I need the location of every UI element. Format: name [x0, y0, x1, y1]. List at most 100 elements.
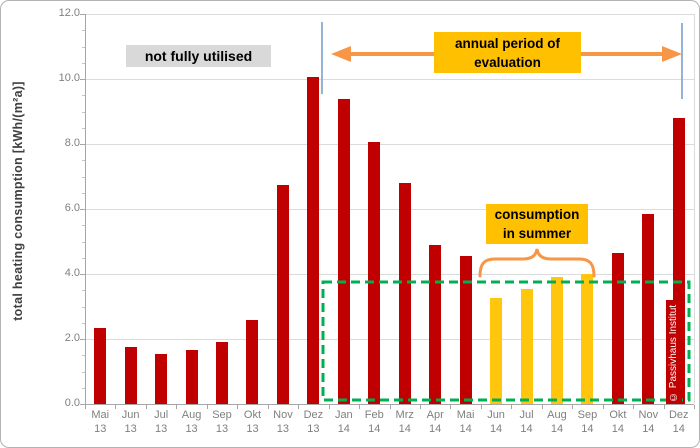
consumption-in-summer-label: consumption in summer	[486, 204, 588, 244]
y-axis-title: total heating consumption [kWh/(m²a)]	[11, 81, 25, 321]
y-minor-tick	[82, 257, 85, 259]
gridline	[85, 14, 694, 15]
y-minor-tick	[82, 46, 85, 48]
bar-jul-13	[155, 353, 168, 404]
bar-mai-14	[459, 256, 472, 404]
bar-mrz-14	[398, 183, 411, 404]
x-tick-label: Apr 14	[418, 408, 452, 436]
annual-period-line2: evaluation	[474, 54, 541, 70]
y-axis-line	[85, 14, 86, 405]
x-label-year: 14	[429, 423, 442, 435]
x-label-year: 13	[307, 423, 320, 435]
x-label-month: Jun	[121, 409, 140, 421]
x-tick-label: Jun 14	[479, 408, 513, 436]
x-tick	[572, 405, 574, 409]
y-major-tick	[80, 14, 85, 15]
y-minor-tick	[82, 355, 85, 357]
y-minor-tick	[82, 290, 85, 292]
x-label-year: 13	[124, 423, 137, 435]
x-tick	[663, 405, 665, 409]
x-label-year: 13	[246, 423, 259, 435]
x-label-year: 13	[276, 423, 290, 435]
bar-nov-13	[276, 184, 289, 404]
gridline	[85, 79, 694, 80]
x-tick-label: Nov 14	[631, 408, 665, 436]
x-tick-label: Sep 14	[570, 408, 604, 436]
gridline	[85, 274, 694, 275]
gridline	[85, 144, 694, 145]
x-label-year: 13	[155, 423, 168, 435]
annual-period-line1: annual period of	[454, 35, 560, 51]
x-tick	[237, 405, 239, 409]
x-label-year: 14	[520, 423, 533, 435]
summer-brace-icon	[478, 248, 596, 278]
x-tick-label: Feb 14	[357, 408, 391, 436]
x-tick	[389, 405, 391, 409]
evaluation-start-marker-line	[321, 22, 323, 94]
bar-okt-13	[246, 319, 259, 404]
y-tick-label: 12.0	[58, 7, 80, 19]
x-tick-label: Sep 13	[205, 408, 239, 436]
x-tick	[541, 405, 543, 409]
plot-right-border	[694, 14, 695, 404]
x-label-year: 14	[672, 423, 685, 435]
y-major-tick	[80, 144, 85, 145]
y-minor-tick	[82, 322, 85, 324]
x-tick-label: Jan 14	[327, 408, 361, 436]
y-minor-tick	[82, 225, 85, 227]
x-label-month: Feb	[364, 409, 384, 421]
y-minor-tick	[82, 62, 85, 64]
evaluation-end-marker-line	[681, 23, 683, 99]
x-label-month: Mai	[456, 409, 475, 421]
y-minor-tick	[82, 127, 85, 129]
x-tick	[298, 405, 300, 409]
x-tick	[511, 405, 513, 409]
y-minor-tick	[82, 241, 85, 243]
bar-jul-14	[520, 288, 533, 404]
bar-sep-13	[216, 342, 229, 404]
x-label-month: Aug	[181, 409, 202, 421]
y-minor-tick	[82, 371, 85, 373]
x-label-year: 13	[215, 423, 229, 435]
x-label-year: 14	[398, 423, 411, 435]
x-label-month: Dez	[668, 409, 689, 421]
y-minor-tick	[82, 387, 85, 389]
y-minor-tick	[82, 95, 85, 97]
x-tick	[206, 405, 208, 409]
x-label-month: Dez	[303, 409, 324, 421]
x-tick	[633, 405, 635, 409]
y-minor-tick	[82, 306, 85, 308]
x-tick	[328, 405, 330, 409]
bar-dez-13	[307, 77, 320, 404]
x-tick	[267, 405, 269, 409]
x-label-year: 14	[611, 423, 624, 435]
x-tick-label: Dez 13	[296, 408, 330, 436]
bar-feb-14	[368, 142, 381, 404]
x-label-year: 14	[368, 423, 381, 435]
x-label-month: Mrz	[395, 409, 414, 421]
x-label-month: Mai	[91, 409, 110, 421]
x-label-month: Nov	[273, 409, 293, 421]
x-label-month: Nov	[638, 409, 659, 421]
y-major-tick	[80, 79, 85, 80]
bar-aug-14	[550, 277, 563, 404]
y-minor-tick	[82, 111, 85, 113]
bar-jun-13	[124, 347, 137, 404]
y-tick-label: 6.0	[64, 202, 80, 214]
annual-period-label: annual period of evaluation	[434, 32, 581, 73]
x-tick-label: Aug 14	[540, 408, 574, 436]
x-tick	[419, 405, 421, 409]
y-tick-label: 0.0	[64, 397, 80, 409]
x-tick	[176, 405, 178, 409]
y-tick-label: 4.0	[64, 267, 80, 279]
bar-sep-14	[581, 274, 594, 404]
x-tick	[480, 405, 482, 409]
y-tick-label: 10.0	[58, 72, 80, 84]
y-major-tick	[80, 209, 85, 210]
x-label-month: Sep	[577, 409, 598, 421]
evaluation-region-outline	[321, 280, 691, 402]
x-label-year: 14	[642, 423, 655, 435]
gridline	[85, 339, 694, 340]
